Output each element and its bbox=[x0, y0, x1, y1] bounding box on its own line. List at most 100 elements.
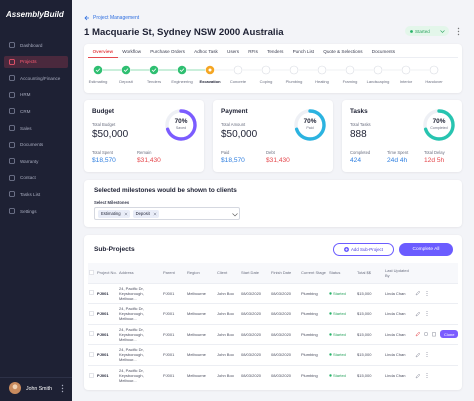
user-profile[interactable]: John Smith bbox=[0, 377, 72, 401]
arrow bbox=[84, 15, 89, 21]
menu-icon bbox=[9, 108, 15, 115]
milestone-chip: Deposit bbox=[132, 209, 159, 218]
cell-text: John Boo bbox=[217, 311, 234, 317]
step-label: Interior bbox=[399, 79, 413, 84]
percent-label: 70% bbox=[303, 118, 317, 125]
tab[interactable]: Purchase Orders bbox=[150, 48, 185, 54]
cell bbox=[88, 324, 96, 345]
milestone-select[interactable]: Estimating Deposit bbox=[94, 207, 240, 220]
dot bbox=[426, 315, 428, 317]
step-pending bbox=[233, 65, 243, 75]
table-cell: John Boo bbox=[216, 324, 240, 345]
stat-value: $31,430 bbox=[266, 157, 290, 164]
cell-text: Plumbing bbox=[301, 331, 318, 337]
table-cell: 24, Pacific Dr, Keysborough, Melbour... bbox=[118, 365, 162, 386]
cell-text: John Boo bbox=[217, 290, 234, 296]
menu-item[interactable]: CRM bbox=[4, 105, 68, 117]
dot bbox=[426, 290, 428, 292]
stat-label: Debt bbox=[266, 150, 275, 155]
breadcrumb[interactable]: Project Management bbox=[93, 15, 140, 21]
dot bbox=[61, 390, 64, 393]
x-icon bbox=[124, 212, 127, 215]
menu-icon bbox=[9, 141, 15, 148]
stat-label: Completed bbox=[350, 150, 371, 155]
cell-text: Linda Chan bbox=[385, 311, 406, 317]
step-label: Estimating bbox=[88, 79, 108, 84]
cell-text: $15,000 bbox=[357, 290, 372, 296]
main-value: 888 bbox=[350, 129, 367, 140]
progress-ring bbox=[294, 109, 326, 141]
edit-icon bbox=[415, 290, 421, 296]
step-pending bbox=[317, 65, 327, 75]
table-cell: 08/03/2020 bbox=[270, 283, 300, 304]
tab[interactable]: RFIs bbox=[248, 48, 258, 54]
table-cell: 08/03/2020 bbox=[270, 365, 300, 386]
complete-all-button[interactable]: Complete All bbox=[399, 243, 453, 256]
menu-label: Documents bbox=[20, 142, 44, 148]
check-icon bbox=[151, 68, 157, 72]
cell-text: Melbourne bbox=[187, 373, 206, 378]
stat-value: $31,430 bbox=[137, 157, 161, 164]
table-cell: Linda Chan bbox=[384, 304, 414, 325]
step-label: Concrete bbox=[229, 79, 247, 84]
table-cell: Started bbox=[328, 365, 356, 386]
menu-item[interactable]: Dashboard bbox=[4, 39, 68, 51]
cell-text: Linda Chan bbox=[385, 290, 406, 296]
cell-text: PJ001 bbox=[97, 290, 109, 296]
back-arrow bbox=[84, 15, 89, 21]
tab[interactable]: Tenders bbox=[267, 48, 284, 54]
menu-item[interactable]: Sales bbox=[4, 122, 68, 134]
menu-icon bbox=[9, 158, 15, 165]
tab[interactable]: Workflow bbox=[122, 48, 142, 54]
menu-item[interactable]: Warranty bbox=[4, 155, 68, 167]
main-area: Project Management 1 Macquarie St, Sydney… bbox=[72, 0, 474, 401]
icon-shape bbox=[9, 42, 15, 48]
clone-button[interactable]: Clone bbox=[440, 330, 458, 339]
menu-item[interactable]: Settings bbox=[4, 205, 68, 217]
pencil bbox=[415, 352, 421, 358]
step-label: Tenders bbox=[146, 79, 162, 84]
menu-item[interactable]: Tasks List bbox=[4, 188, 68, 200]
stat-card: Payment Total Amount $50,000 70% Paid Paid $18… bbox=[213, 100, 333, 172]
tab[interactable]: Quote & Selections bbox=[323, 48, 363, 54]
cell-text: John Boo bbox=[217, 331, 234, 337]
tab[interactable]: Documents bbox=[371, 48, 395, 54]
table-cell: Started bbox=[328, 283, 356, 304]
chip-remove bbox=[124, 212, 127, 215]
table-cell: PJ001 bbox=[162, 345, 186, 366]
settings-icon bbox=[423, 332, 429, 337]
checkbox bbox=[89, 372, 94, 378]
table-cell: Plumbing bbox=[300, 365, 328, 386]
status-dot bbox=[329, 292, 332, 295]
menu-icon bbox=[9, 91, 15, 98]
table-cell: 24, Pacific Dr, Keysborough, Melbour... bbox=[118, 304, 162, 325]
table-cell: PJ001 bbox=[96, 304, 118, 325]
actions-cell bbox=[414, 304, 458, 325]
add-subproject-button[interactable]: Add Sub-Project bbox=[333, 243, 394, 256]
table-cell: John Boo bbox=[216, 304, 240, 325]
cell-text: Plumbing bbox=[301, 290, 318, 296]
tab[interactable]: Overview bbox=[88, 44, 118, 58]
table-cell: 08/03/2020 bbox=[240, 365, 270, 386]
add-label: Add Sub-Project bbox=[351, 247, 383, 252]
table-cell: Plumbing bbox=[300, 345, 328, 366]
ring-progress bbox=[294, 109, 326, 141]
pencil bbox=[415, 331, 421, 337]
menu-item[interactable]: Documents bbox=[4, 139, 68, 151]
dot bbox=[329, 292, 332, 295]
table-cell: John Boo bbox=[216, 365, 240, 386]
table-cell: Plumbing bbox=[300, 304, 328, 325]
menu-label: Projects bbox=[20, 59, 37, 65]
menu-item[interactable]: HRM bbox=[4, 89, 68, 101]
menu-icon bbox=[9, 75, 15, 82]
status-dropdown[interactable]: Started bbox=[405, 26, 449, 36]
tab[interactable]: Punch List bbox=[292, 48, 315, 54]
menu-item[interactable]: Accounting/Finance bbox=[4, 72, 68, 84]
percent-caption: Paid bbox=[306, 126, 314, 130]
tab[interactable]: Users bbox=[227, 48, 239, 54]
menu-item[interactable]: Projects bbox=[4, 55, 68, 68]
step-done bbox=[121, 65, 131, 75]
tab[interactable]: Adhoc Task bbox=[194, 48, 218, 54]
menu-item[interactable]: Contact bbox=[4, 172, 68, 184]
step-label: Coping bbox=[259, 79, 273, 84]
